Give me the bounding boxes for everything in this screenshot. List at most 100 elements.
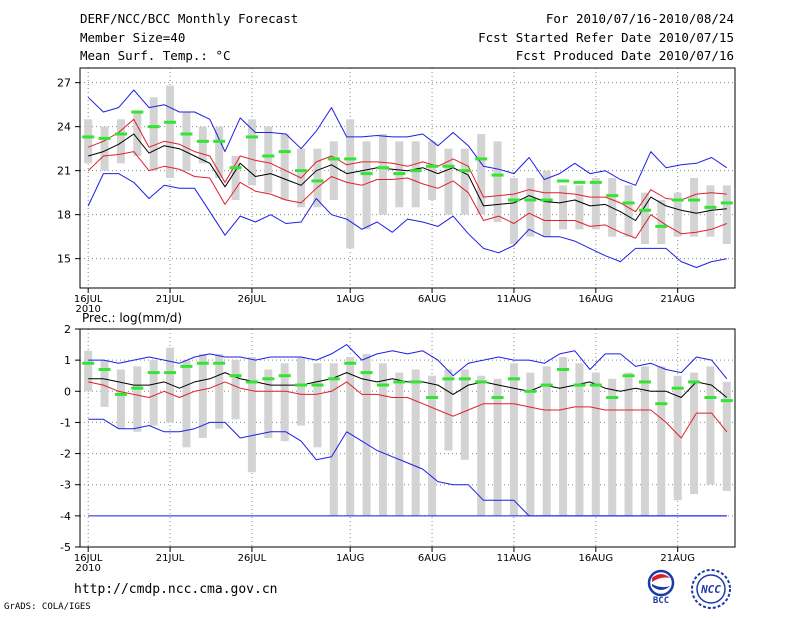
ensemble-box bbox=[493, 378, 502, 516]
ensemble-box bbox=[657, 366, 666, 516]
observed-marker bbox=[327, 157, 340, 161]
ensemble-box bbox=[247, 119, 256, 186]
y-tick-label: 27 bbox=[57, 77, 71, 90]
ensemble-box bbox=[559, 185, 568, 230]
observed-marker bbox=[524, 389, 537, 393]
upper-envelope-line bbox=[88, 344, 728, 380]
observed-marker bbox=[606, 194, 619, 198]
ensemble-box bbox=[346, 357, 355, 516]
ensemble-box bbox=[460, 369, 469, 460]
ensemble-box bbox=[477, 134, 486, 215]
observed-marker bbox=[426, 164, 439, 168]
ensemble-box bbox=[591, 372, 600, 516]
observed-marker bbox=[147, 125, 160, 129]
observed-marker bbox=[393, 380, 406, 384]
observed-marker bbox=[442, 377, 455, 381]
ensemble-box bbox=[428, 141, 437, 200]
observed-marker bbox=[82, 361, 95, 365]
ensemble-box bbox=[84, 119, 93, 164]
ensemble-box bbox=[182, 112, 191, 171]
observed-marker bbox=[442, 164, 455, 168]
x-tick-label: 1AUG bbox=[336, 294, 364, 305]
ensemble-box bbox=[362, 141, 371, 230]
observed-marker bbox=[573, 180, 586, 184]
ensemble-box bbox=[411, 141, 420, 208]
observed-marker bbox=[229, 374, 242, 378]
x-tick-label: 21JUL bbox=[156, 294, 185, 305]
ensemble-mean-line bbox=[88, 133, 727, 221]
y-tick-label: 1 bbox=[64, 354, 71, 367]
observed-marker bbox=[164, 371, 177, 375]
ensemble-box bbox=[624, 185, 633, 237]
observed-marker bbox=[295, 169, 308, 173]
observed-marker bbox=[327, 377, 340, 381]
observed-marker bbox=[671, 386, 684, 390]
observed-marker bbox=[98, 367, 111, 371]
x-tick-label: 16JUL bbox=[74, 553, 103, 564]
ensemble-box bbox=[313, 363, 322, 448]
observed-marker bbox=[262, 377, 275, 381]
observed-marker bbox=[638, 208, 651, 212]
ensemble-box bbox=[559, 357, 568, 516]
x-tick-label: 1AUG bbox=[336, 553, 364, 564]
ensemble-box bbox=[329, 363, 338, 516]
ensemble-box bbox=[149, 97, 158, 171]
x-tick-label: 16AUG bbox=[578, 294, 613, 305]
lower-spread-line bbox=[87, 151, 727, 239]
ensemble-box bbox=[493, 141, 502, 222]
lower-envelope-line bbox=[87, 173, 727, 268]
observed-marker bbox=[344, 361, 357, 365]
x-tick-label: 16JUL bbox=[74, 294, 103, 305]
bcc-logo: BCC bbox=[638, 568, 684, 610]
ensemble-box bbox=[166, 85, 175, 178]
observed-marker bbox=[147, 371, 160, 375]
observed-marker bbox=[589, 383, 602, 387]
observed-marker bbox=[426, 396, 439, 400]
observed-marker bbox=[295, 383, 308, 387]
ensemble-box bbox=[411, 369, 420, 516]
observed-marker bbox=[507, 377, 520, 381]
ensemble-box bbox=[378, 363, 387, 516]
ensemble-box bbox=[640, 192, 649, 244]
ensemble-box bbox=[722, 185, 731, 244]
x-tick-sublabel: 2010 bbox=[75, 304, 100, 315]
ensemble-box bbox=[690, 178, 699, 237]
observed-marker bbox=[557, 179, 570, 183]
observed-marker bbox=[573, 383, 586, 387]
observed-marker bbox=[409, 380, 422, 384]
source-url[interactable]: http://cmdp.ncc.cma.gov.cn bbox=[74, 582, 278, 597]
y-tick-label: 21 bbox=[57, 165, 71, 178]
ensemble-box bbox=[624, 372, 633, 516]
ensemble-box bbox=[247, 357, 256, 473]
observed-marker bbox=[475, 157, 488, 161]
ensemble-box bbox=[116, 369, 125, 429]
upper-spread-line bbox=[88, 118, 727, 213]
observed-marker bbox=[311, 383, 324, 387]
bcc-logo-icon: BCC bbox=[647, 569, 675, 606]
observed-marker bbox=[540, 383, 553, 387]
observed-marker bbox=[196, 139, 209, 143]
observed-marker bbox=[180, 132, 193, 136]
plot-frame bbox=[79, 328, 736, 548]
observed-marker bbox=[704, 396, 717, 400]
observed-marker bbox=[360, 172, 373, 176]
ensemble-box bbox=[313, 148, 322, 208]
ensemble-box bbox=[280, 363, 289, 442]
observed-marker bbox=[311, 179, 324, 183]
chart-title: DERF/NCC/BCC Monthly Forecast bbox=[80, 11, 299, 26]
y-tick-label: -4 bbox=[60, 510, 71, 523]
observed-marker bbox=[622, 374, 635, 378]
observed-marker bbox=[393, 172, 406, 176]
observed-marker bbox=[114, 392, 127, 396]
observed-marker bbox=[458, 169, 471, 173]
observed-marker bbox=[164, 120, 177, 124]
observed-marker bbox=[655, 224, 668, 228]
x-tick-label: 11AUG bbox=[497, 553, 532, 564]
observed-marker bbox=[229, 166, 242, 170]
y-tick-label: 18 bbox=[57, 209, 71, 222]
observed-marker bbox=[245, 135, 258, 139]
grads-credit: GrADS: COLA/IGES bbox=[4, 602, 91, 612]
observed-marker bbox=[606, 396, 619, 400]
